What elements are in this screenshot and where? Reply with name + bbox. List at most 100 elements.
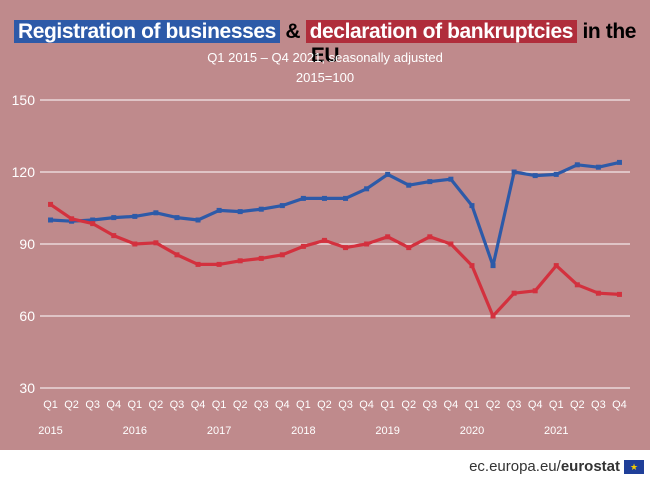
x-tick-label: Q3 xyxy=(170,399,185,411)
x-tick-label: Q2 xyxy=(401,399,416,411)
x-tick-label: Q4 xyxy=(191,399,206,411)
data-point-registrations xyxy=(90,217,96,223)
x-tick-label: Q2 xyxy=(149,399,164,411)
x-tick-label: Q4 xyxy=(106,399,121,411)
data-point-bankruptcies xyxy=(469,263,475,269)
data-point-registrations xyxy=(511,169,517,175)
data-point-bankruptcies xyxy=(511,290,517,296)
url-brand: eurostat xyxy=(560,458,620,475)
data-point-registrations xyxy=(385,171,391,177)
url-prefix: ec.europa.eu/ xyxy=(469,458,561,475)
data-point-bankruptcies xyxy=(616,291,622,297)
x-tick-label: Q3 xyxy=(85,399,100,411)
data-point-bankruptcies xyxy=(448,241,454,247)
y-tick-label: 120 xyxy=(12,164,36,180)
x-tick-label: Q4 xyxy=(612,399,627,411)
x-tick-label: Q2 xyxy=(486,399,501,411)
data-point-bankruptcies xyxy=(300,243,306,249)
x-tick-label: Q3 xyxy=(254,399,269,411)
chart-area: Registration of businesses & declaration… xyxy=(0,20,650,437)
x-tick-label: Q3 xyxy=(338,399,353,411)
eu-flag-icon: ★ xyxy=(624,460,644,474)
x-tick-label: Q3 xyxy=(507,399,522,411)
year-label: 2018 xyxy=(291,425,315,437)
data-point-registrations xyxy=(321,195,327,201)
data-point-bankruptcies xyxy=(490,313,496,319)
data-point-bankruptcies xyxy=(216,261,222,267)
y-tick-label: 90 xyxy=(19,236,35,252)
data-point-registrations xyxy=(48,217,54,223)
data-point-registrations xyxy=(343,195,349,201)
data-point-bankruptcies xyxy=(385,234,391,240)
data-point-bankruptcies xyxy=(174,252,180,258)
data-point-registrations xyxy=(237,209,243,215)
x-tick-label: Q1 xyxy=(296,399,311,411)
data-point-registrations xyxy=(132,213,138,219)
data-point-bankruptcies xyxy=(258,255,264,261)
title-bankruptcies: declaration of bankruptcies xyxy=(305,20,578,43)
footer: ec.europa.eu/eurostat ★ xyxy=(0,450,650,485)
data-point-bankruptcies xyxy=(48,201,54,207)
data-point-bankruptcies xyxy=(69,216,75,222)
y-tick-label: 30 xyxy=(19,380,35,396)
x-tick-label: Q2 xyxy=(570,399,585,411)
data-point-registrations xyxy=(406,182,412,188)
data-point-bankruptcies xyxy=(111,233,117,239)
data-point-registrations xyxy=(427,179,433,185)
data-point-registrations xyxy=(216,207,222,213)
data-point-registrations xyxy=(111,215,117,221)
x-tick-label: Q4 xyxy=(359,399,374,411)
data-point-registrations xyxy=(258,206,264,212)
x-tick-label: Q1 xyxy=(380,399,395,411)
title-ampersand: & xyxy=(285,20,301,43)
data-point-registrations xyxy=(490,263,496,269)
data-point-registrations xyxy=(616,159,622,165)
x-tick-label: Q2 xyxy=(64,399,79,411)
data-point-bankruptcies xyxy=(237,258,243,264)
chart-subtitle: Q1 2015 – Q4 2021, seasonally adjusted xyxy=(207,50,443,65)
data-point-registrations xyxy=(279,203,285,209)
year-label: 2021 xyxy=(544,425,568,437)
data-point-registrations xyxy=(553,171,559,177)
y-axis-labels: 30 60 90 120 150 xyxy=(12,92,36,396)
chart-title: Registration of businesses & declaration… xyxy=(0,20,650,68)
data-point-bankruptcies xyxy=(574,282,580,288)
data-point-registrations xyxy=(153,210,159,216)
data-point-registrations xyxy=(195,217,201,223)
data-point-bankruptcies xyxy=(132,241,138,247)
chart-index-base: 2015=100 xyxy=(295,70,355,85)
data-point-bankruptcies xyxy=(321,237,327,243)
year-label: 2019 xyxy=(375,425,399,437)
data-point-registrations xyxy=(469,203,475,209)
title-registrations: Registration of businesses xyxy=(13,20,280,43)
y-tick-label: 150 xyxy=(12,92,36,108)
data-point-registrations xyxy=(300,195,306,201)
title-suffix: in the EU xyxy=(310,20,637,67)
y-tick-label: 60 xyxy=(19,308,35,324)
series-layer xyxy=(48,159,622,319)
data-point-registrations xyxy=(174,215,180,221)
eurostat-url[interactable]: ec.europa.eu/eurostat xyxy=(469,458,620,475)
data-point-bankruptcies xyxy=(153,240,159,246)
x-tick-label: Q2 xyxy=(233,399,248,411)
series-line-bankruptcies xyxy=(49,203,620,318)
data-point-registrations xyxy=(364,186,370,192)
x-tick-label: Q1 xyxy=(549,399,564,411)
data-point-bankruptcies xyxy=(279,252,285,258)
data-point-registrations xyxy=(595,164,601,170)
data-point-registrations xyxy=(532,173,538,179)
x-axis-labels: Q1 Q2 Q3 Q4 Q1 Q2 Q3 Q4 Q1 Q2 Q3 Q4 Q1 Q2 Q3 Q4 Q1 Q2 Q3 Q4… xyxy=(38,399,627,437)
year-label: 2020 xyxy=(460,425,484,437)
x-tick-label: Q1 xyxy=(127,399,142,411)
data-point-bankruptcies xyxy=(595,290,601,296)
x-tick-label: Q4 xyxy=(275,399,290,411)
data-point-bankruptcies xyxy=(364,241,370,247)
data-point-bankruptcies xyxy=(343,245,349,251)
x-tick-label: Q3 xyxy=(422,399,437,411)
data-point-bankruptcies xyxy=(90,221,96,227)
series-line-registrations xyxy=(50,160,620,268)
data-point-registrations xyxy=(448,176,454,182)
x-tick-label: Q1 xyxy=(212,399,227,411)
year-label: 2016 xyxy=(123,425,147,437)
